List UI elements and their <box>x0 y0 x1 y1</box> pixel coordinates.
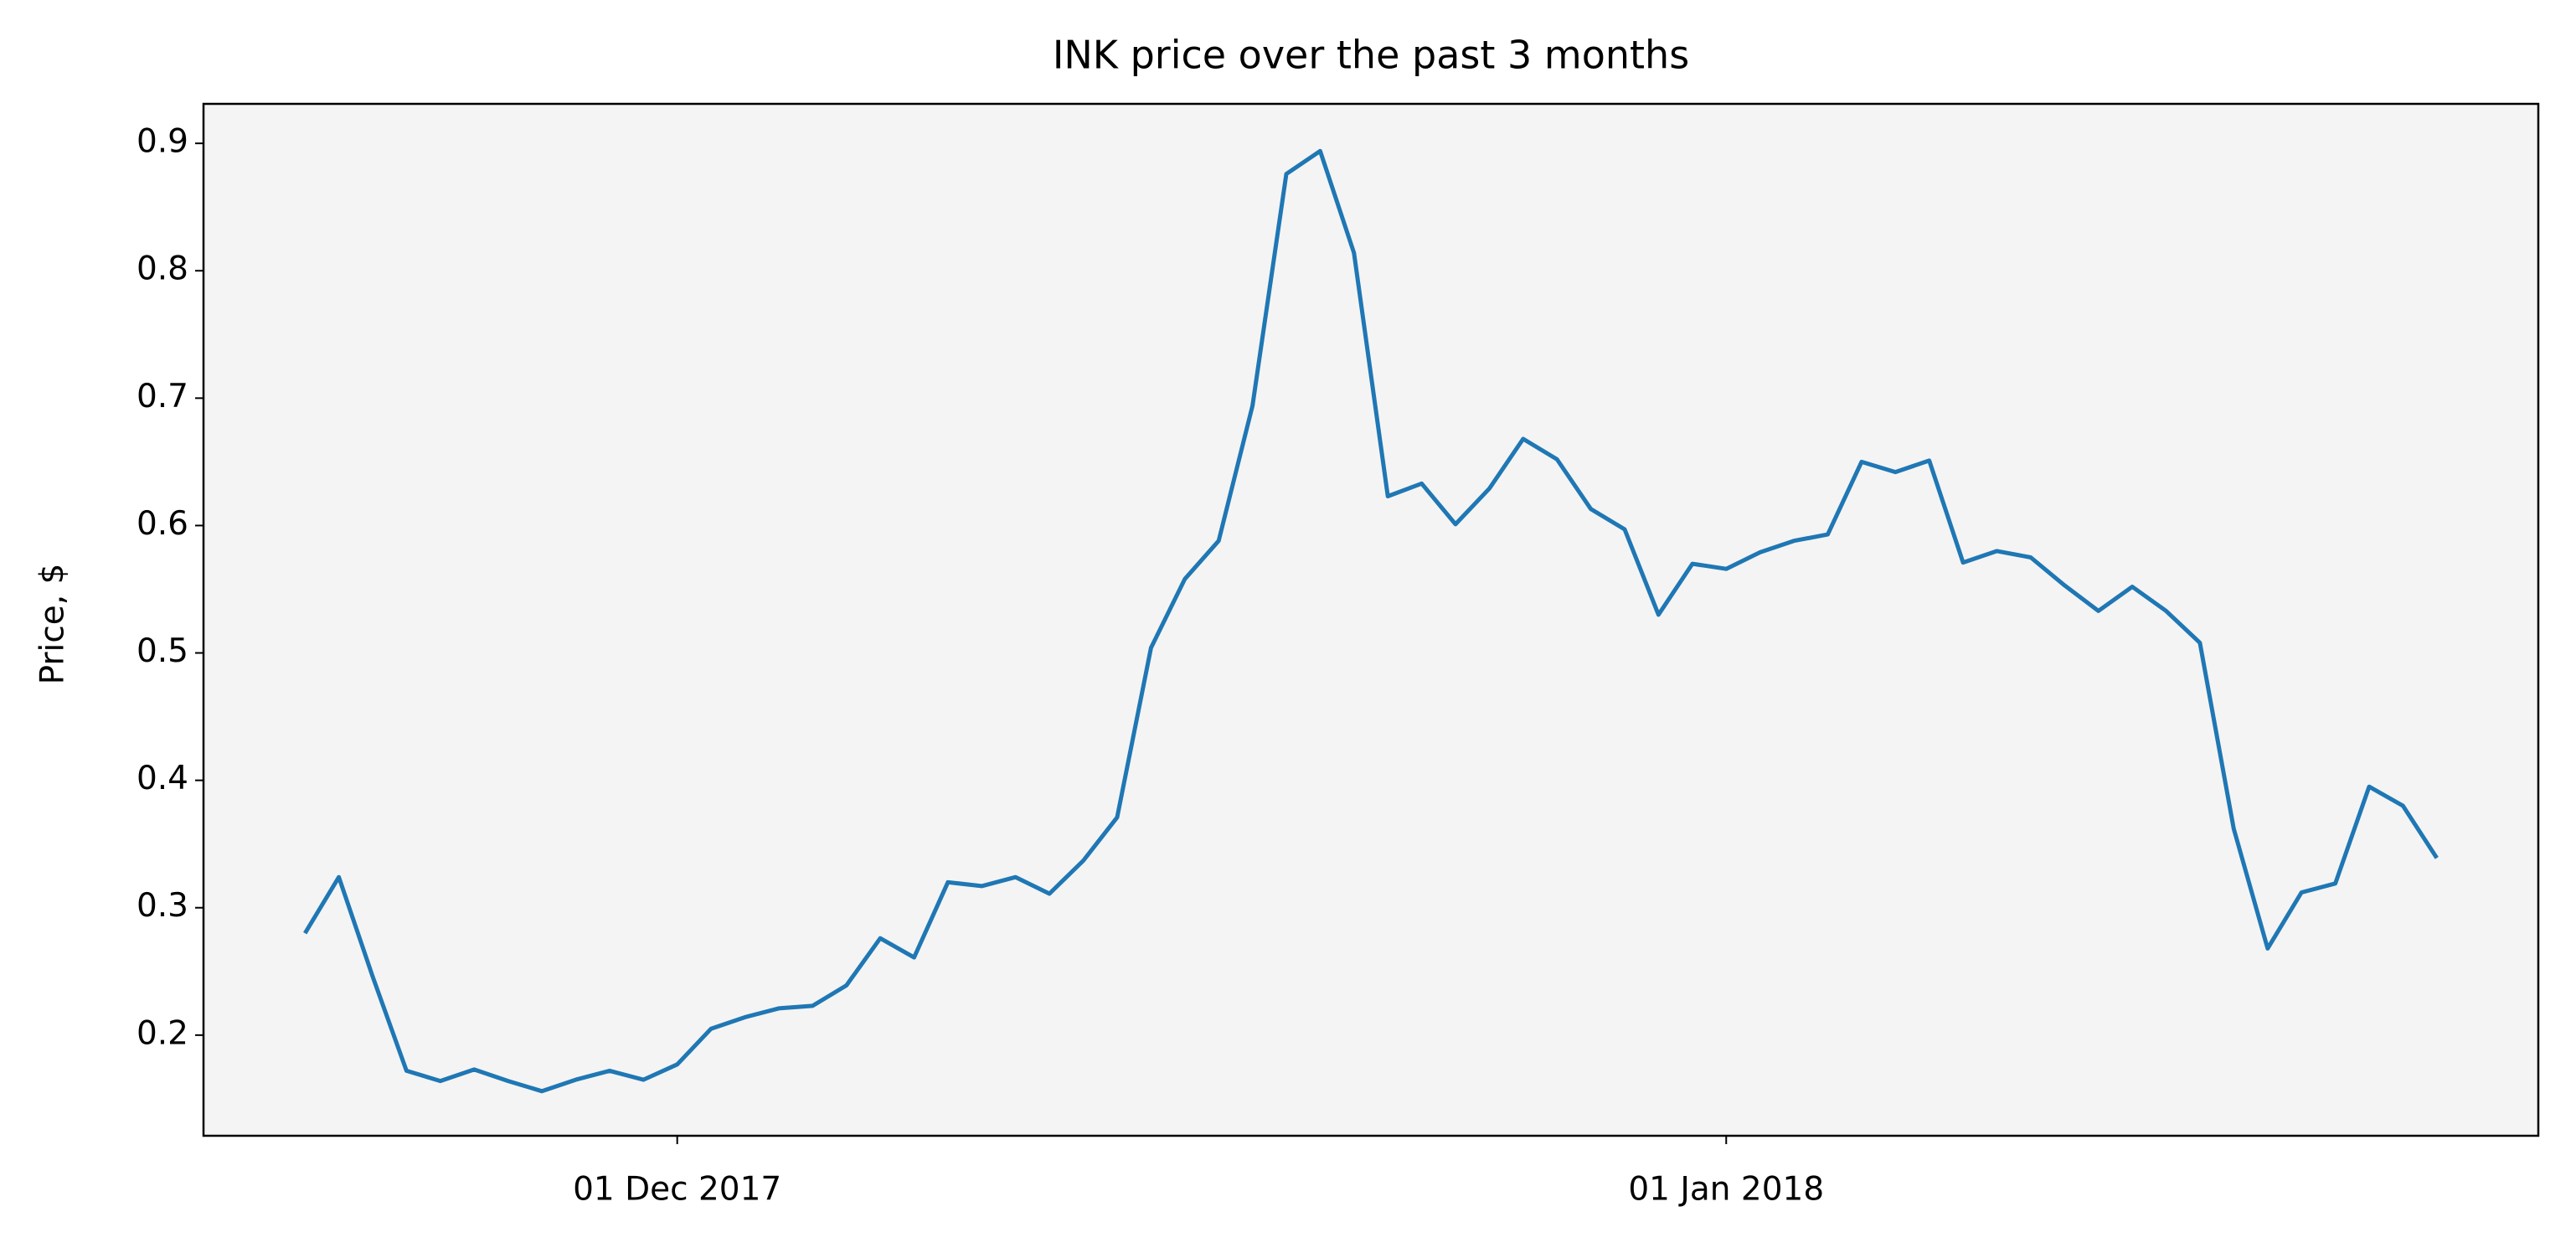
y-tick-label: 0.2 <box>137 1014 188 1052</box>
plot-background <box>204 104 2538 1136</box>
y-tick-label: 0.4 <box>137 760 188 797</box>
y-tick-label: 0.6 <box>137 505 188 543</box>
y-tick-label: 0.8 <box>137 250 188 288</box>
chart-title: INK price over the past 3 months <box>1053 33 1689 78</box>
plot-frame <box>202 102 2540 1137</box>
x-tick-label: 01 Dec 2017 <box>573 1171 781 1209</box>
y-tick-label: 0.7 <box>137 378 188 415</box>
price-line <box>303 148 2439 1094</box>
y-tick-label: 0.3 <box>137 887 188 925</box>
y-tick-label: 0.9 <box>137 123 188 161</box>
y-tick-label: 0.5 <box>137 632 188 670</box>
x-tick-label: 01 Jan 2018 <box>1628 1171 1824 1209</box>
y-axis-label: Price, $ <box>34 564 72 685</box>
